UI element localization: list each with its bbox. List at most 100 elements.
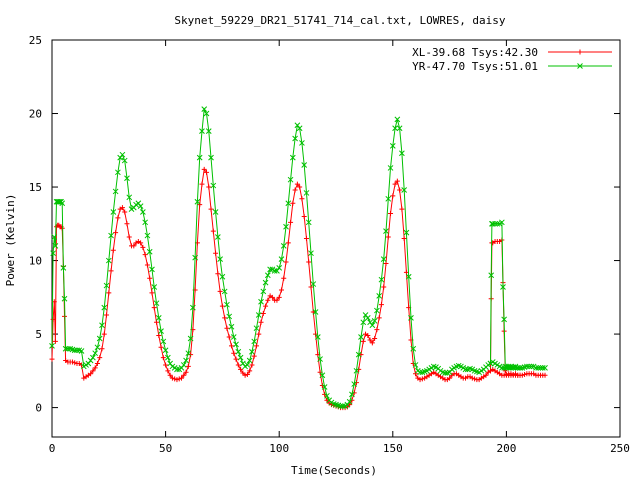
data-point — [242, 372, 248, 378]
data-point — [285, 200, 292, 207]
data-point — [249, 362, 255, 368]
series-layer — [49, 106, 548, 411]
data-point — [146, 248, 153, 255]
data-point — [231, 350, 237, 356]
data-point — [419, 376, 425, 382]
data-point — [288, 219, 294, 225]
data-point — [276, 294, 282, 300]
data-point — [115, 215, 121, 221]
data-point — [88, 371, 94, 377]
data-point — [61, 295, 68, 302]
data-point — [203, 169, 209, 175]
data-point — [372, 335, 378, 341]
data-point — [403, 229, 410, 236]
data-point — [246, 357, 253, 364]
data-point — [140, 209, 146, 215]
data-point — [174, 377, 180, 383]
data-point — [183, 357, 189, 364]
data-point — [194, 198, 201, 205]
data-point — [106, 290, 112, 296]
data-point — [101, 304, 108, 311]
data-point — [365, 333, 371, 339]
data-point — [299, 140, 305, 146]
data-point — [305, 219, 312, 226]
data-point — [208, 206, 214, 212]
data-point — [514, 365, 521, 371]
data-point — [62, 345, 69, 352]
data-point — [499, 365, 505, 371]
data-point — [376, 292, 383, 299]
data-point — [219, 273, 226, 280]
data-point — [296, 125, 303, 132]
data-point — [285, 240, 291, 246]
data-point — [503, 365, 510, 371]
data-point — [324, 392, 330, 399]
data-point — [187, 335, 194, 342]
data-point — [97, 355, 103, 361]
data-point — [69, 359, 75, 365]
data-point — [314, 334, 321, 340]
data-point — [508, 365, 514, 371]
data-point — [224, 301, 230, 308]
data-point — [110, 209, 117, 215]
data-point — [60, 265, 67, 271]
data-point — [228, 323, 235, 330]
data-point — [353, 367, 360, 374]
data-point — [387, 165, 394, 171]
data-point — [376, 315, 382, 321]
y-tick-label: 10 — [29, 255, 42, 268]
data-point — [351, 381, 358, 387]
data-point — [217, 288, 223, 294]
data-point — [408, 315, 414, 321]
data-point — [378, 302, 384, 308]
data-point — [210, 228, 216, 234]
data-point — [251, 353, 257, 359]
data-point — [349, 391, 355, 398]
data-point — [303, 236, 309, 241]
data-point — [49, 342, 55, 349]
data-point — [310, 281, 317, 287]
data-point — [472, 376, 478, 382]
data-point — [267, 266, 273, 273]
x-axis-label: Time(Seconds) — [291, 464, 377, 477]
data-point — [303, 190, 310, 196]
y-tick-label: 20 — [29, 108, 42, 121]
data-point — [65, 345, 71, 352]
data-point — [287, 176, 294, 183]
data-point — [119, 205, 125, 211]
data-point — [215, 234, 221, 240]
data-point — [364, 315, 371, 321]
data-point — [244, 362, 251, 368]
data-point — [162, 347, 169, 354]
data-point — [149, 290, 155, 296]
data-point — [112, 188, 119, 195]
data-point — [317, 356, 323, 362]
data-point — [264, 272, 271, 279]
data-point — [99, 322, 105, 329]
data-point — [199, 181, 205, 187]
x-axis: 0 50 100 150 200 250 — [49, 40, 630, 455]
data-point — [260, 288, 267, 295]
data-point — [396, 125, 403, 132]
data-point — [108, 268, 114, 274]
data-point — [537, 365, 544, 371]
data-point — [90, 368, 96, 374]
data-point — [212, 209, 219, 215]
data-point — [160, 338, 167, 345]
x-tick-label: 250 — [610, 442, 630, 455]
data-point — [199, 128, 205, 135]
data-point — [183, 369, 189, 375]
data-point — [235, 348, 242, 355]
data-point — [392, 125, 398, 132]
data-point — [487, 360, 494, 367]
data-point — [96, 335, 103, 342]
y-tick-label: 25 — [29, 34, 42, 47]
x-tick-label: 100 — [269, 442, 289, 455]
data-point — [78, 348, 85, 354]
data-point — [278, 287, 284, 293]
data-point — [165, 354, 171, 361]
data-point — [90, 354, 96, 361]
data-point — [179, 375, 185, 381]
data-point — [394, 178, 400, 184]
data-point — [156, 333, 162, 339]
